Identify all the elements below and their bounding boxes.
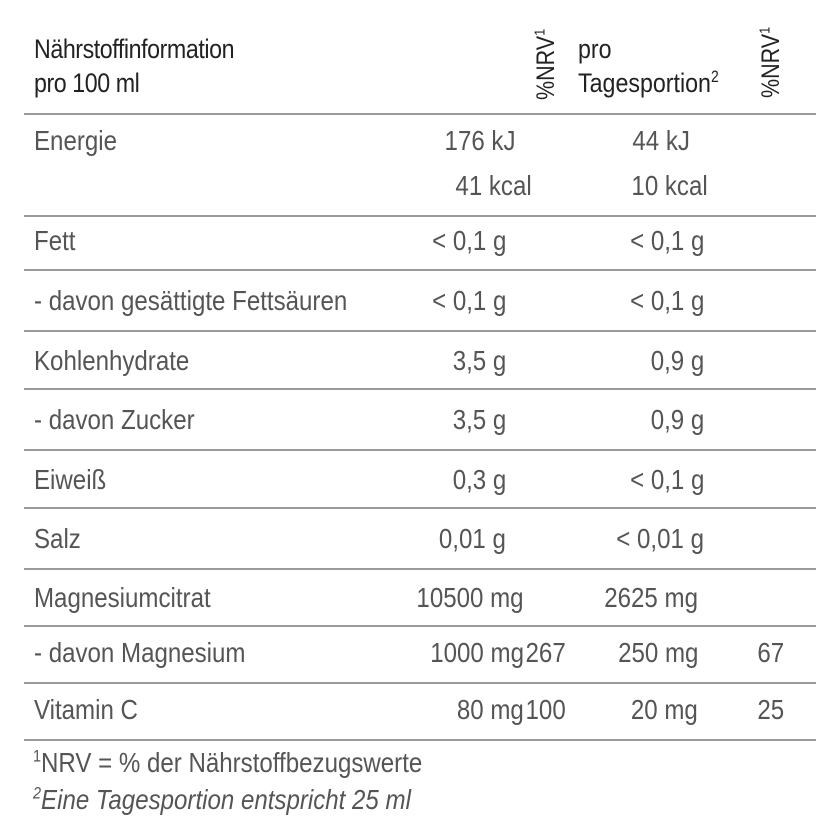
table-row: Salz 0,01 g < 0,01 g [24,507,816,570]
table-row: Kohlenhydrate 3,5 g 0,9 g [24,330,816,390]
header-title: Nährstoffinformation pro 100 ml [34,32,234,100]
row-label: - davon gesättigte Fettsäuren [34,285,348,316]
header-nrv-per100: %NRV1 [532,29,561,100]
footnote-2-text: Eine Tagesportion entspricht 25 ml [41,784,411,815]
header-title-line1: Nährstoffinformation [34,34,235,64]
nrv-sup: 1 [756,26,774,34]
table-row: Eiweiß 0,3 g < 0,1 g [24,449,816,509]
header-title-line2: pro 100 ml [34,68,140,98]
row-label: Vitamin C [34,694,138,725]
row-label: Energie [34,125,118,156]
row-label: Eiweiß [34,464,107,495]
serving-line1: pro [578,34,612,64]
per100-value: 1000 mg [430,637,524,668]
footnote-1: 1NRV = % der Nährstoffbezugswerte [33,746,422,780]
per100-nrv: 100 [525,694,566,725]
per100-value: 3,5 g [452,404,506,435]
serving-value: < 0,1 g [629,464,704,495]
per100-value-kcal: 41 kcal [455,170,532,201]
table-row: - davon Zucker 3,5 g 0,9 g [24,388,816,451]
header-serving: pro Tagesportion2 [578,32,719,100]
nrv-label: %NRV [532,35,560,100]
per100-value: < 0,1 g [431,225,506,256]
table-row: Fett < 0,1 g < 0,1 g [24,215,816,271]
table-row: - davon gesättigte Fettsäuren < 0,1 g < … [24,269,816,332]
table-row: Vitamin C 80 mg 100 20 mg 25 [24,682,816,741]
serving-line2: Tagesportion [578,68,711,98]
serving-nrv: 67 [757,637,784,668]
per100-nrv: 267 [525,637,566,668]
per100-value: 176 kJ [444,125,515,156]
row-label: Salz [34,523,81,554]
per100-value: 10500 mg [416,582,524,613]
serving-value: < 0,1 g [629,285,704,316]
footnote-2-sup: 2 [33,783,42,803]
nrv-sup: 1 [531,28,549,36]
row-label: Magnesiumcitrat [34,582,211,613]
nrv-label: %NRV [757,33,785,98]
serving-nrv: 25 [757,694,784,725]
footnote-1-sup: 1 [33,746,42,766]
table-row: Energie 176 kJ 41 kcal 44 kJ 10 kcal [24,113,816,217]
footnote-2: 2Eine Tagesportion entspricht 25 ml [33,783,411,817]
per100-value: 0,01 g [439,523,506,554]
per100-value: 0,3 g [452,464,506,495]
serving-value: < 0,01 g [616,523,704,554]
row-label: Kohlenhydrate [34,345,190,376]
row-label: - davon Magnesium [34,637,246,668]
serving-value: 250 mg [617,637,698,668]
table-row: - davon Magnesium 1000 mg 267 250 mg 67 [24,625,816,684]
footnote-1-text: NRV = % der Nährstoffbezugswerte [41,747,423,778]
serving-value: 20 mg [631,694,698,725]
per100-value: 3,5 g [452,345,506,376]
serving-value: 44 kJ [632,125,690,156]
serving-sup: 2 [710,68,719,86]
per100-value: < 0,1 g [431,285,506,316]
row-label: Fett [34,225,76,256]
per100-value: 80 mg [457,694,524,725]
serving-value: 0,9 g [650,404,704,435]
serving-value: 0,9 g [650,345,704,376]
header-nrv-serving: %NRV1 [757,27,786,98]
row-label: - davon Zucker [34,404,195,435]
serving-value-kcal: 10 kcal [631,170,708,201]
serving-value: 2625 mg [604,582,698,613]
serving-value: < 0,1 g [629,225,704,256]
table-row: Magnesiumcitrat 10500 mg 2625 mg [24,568,816,627]
table-header: Nährstoffinformation pro 100 ml %NRV1 pr… [24,0,816,115]
